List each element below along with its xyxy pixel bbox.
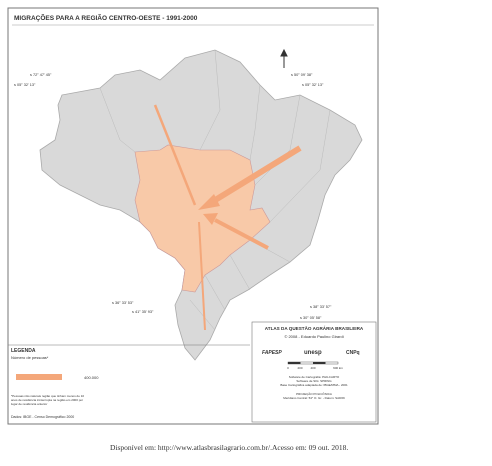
scale-bar	[313, 362, 326, 364]
atlas-box: ATLAS DA QUESTÃO AGRÁRIA BRASILEIRA © 20…	[251, 321, 377, 423]
coord: s 36° 33' 53"	[112, 301, 134, 305]
arrow	[210, 145, 302, 205]
scale-label: 600 km	[333, 366, 343, 370]
arrowhead	[203, 213, 218, 225]
scale-label: 200	[297, 366, 302, 370]
atlas-title: ATLAS DA QUESTÃO AGRÁRIA BRASILEIRA	[265, 325, 364, 331]
atlas-line: Meridiano Central: 54° O. Gr. - Datum: S…	[283, 396, 345, 400]
logo: FAPESP	[262, 350, 282, 356]
scale-label: 400	[310, 366, 315, 370]
north-arrow	[280, 48, 288, 68]
logo: unesp	[304, 350, 322, 356]
scale-label: 0	[287, 366, 289, 370]
legend-note: lugar de residência anterior	[11, 402, 47, 406]
coord: s 41° 35' 93"	[132, 310, 154, 314]
state-borders	[99, 49, 331, 331]
legend-title: LEGENDA	[11, 348, 36, 354]
arrow	[153, 104, 197, 206]
arrow	[214, 218, 269, 250]
coord: s 05° 32' 13"	[14, 83, 36, 87]
centro-oeste	[134, 144, 271, 293]
legend: LEGENDA Número de pessoas* 400.000 *Pess…	[11, 348, 99, 419]
coord: s 05° 32' 13"	[302, 83, 324, 87]
coord: s 30° 05' 58"	[300, 316, 322, 320]
coord: s 50° 09' 38"	[291, 73, 313, 77]
atlas-line: Software de Cartografia: PHILCARTO	[289, 375, 340, 379]
atlas-line: Base Cartográfica adaptada de: IBGE/MMA …	[280, 383, 348, 387]
logo: CNPq	[346, 350, 360, 356]
legend-note: *Pessoas não naturais região que tinham …	[11, 394, 84, 398]
coord: s 72° 47' 45"	[30, 73, 52, 77]
atlas-line: Software de SIG: SPRING	[296, 379, 332, 383]
legend-note: anos de residência ininterrupta na regiã…	[11, 398, 83, 402]
arrow	[198, 221, 206, 331]
migration-arrows	[153, 104, 302, 331]
caption: Disponível em: http://www.atlasbrasilagr…	[110, 443, 348, 452]
atlas-copyright: © 2008 - Eduardo Paulino Girardi	[284, 334, 343, 339]
legend-subtitle: Número de pessoas*	[11, 355, 49, 360]
coord: s 38° 33' 57"	[310, 305, 332, 309]
coordinates: s 72° 47' 45" s 05° 32' 13" s 50° 09' 38…	[14, 73, 332, 320]
map-title: MIGRAÇÕES PARA A REGIÃO CENTRO-OESTE - 1…	[14, 13, 198, 22]
scale-bar	[288, 362, 301, 364]
legend-source: Dados: IBGE - Censo Demográfico 2000	[11, 415, 74, 419]
atlas-line: PROJEÇÃO POLICÔNICA	[296, 391, 332, 396]
arrowhead	[198, 194, 220, 210]
legend-value: 400.000	[84, 375, 99, 380]
